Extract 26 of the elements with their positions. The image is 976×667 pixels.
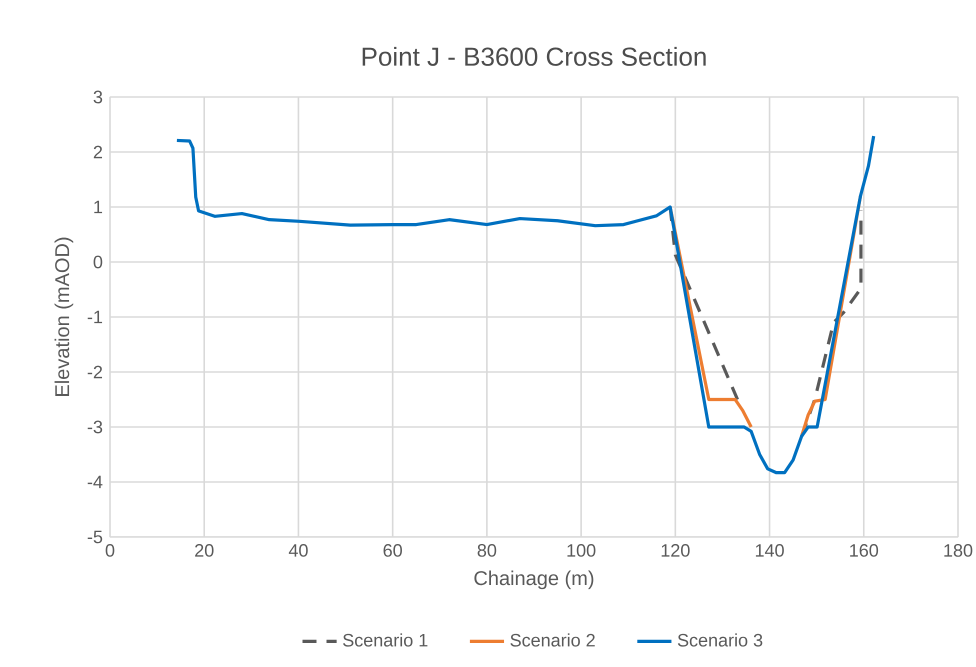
y-axis-title: Elevation (mAOD) (54, 238, 74, 396)
x-tick-label: 180 (944, 544, 972, 557)
x-tick-label: 40 (288, 544, 308, 557)
y-tick-label: -1 (88, 310, 102, 324)
x-tick-label: 160 (850, 544, 878, 557)
legend-label: Scenario 3 (678, 633, 762, 647)
legend-label: Scenario 2 (510, 633, 595, 647)
y-tick-label: -2 (88, 366, 102, 378)
x-tick-label: 140 (756, 544, 784, 557)
y-tick-label: -4 (88, 476, 102, 488)
x-tick-label: 100 (567, 544, 596, 557)
chart-title: Point J - B3600 Cross Section (362, 46, 706, 66)
y-tick-label: -5 (88, 530, 102, 544)
x-tick-label: 20 (195, 544, 214, 557)
y-tick-label: 2 (94, 146, 102, 158)
legend-label: Scenario 1 (343, 633, 428, 647)
line-series (175, 134, 876, 474)
x-tick-label: 60 (384, 544, 402, 557)
x-tick-label: 120 (662, 544, 690, 557)
y-tick-label: 1 (94, 200, 102, 214)
x-axis-title: Chainage (m) (474, 570, 594, 590)
y-tick-label: 3 (94, 90, 102, 104)
y-tick-label: 0 (94, 256, 102, 268)
x-tick-label: 80 (478, 544, 496, 557)
x-tick-label: 0 (106, 544, 114, 557)
y-tick-label: -3 (88, 420, 102, 434)
